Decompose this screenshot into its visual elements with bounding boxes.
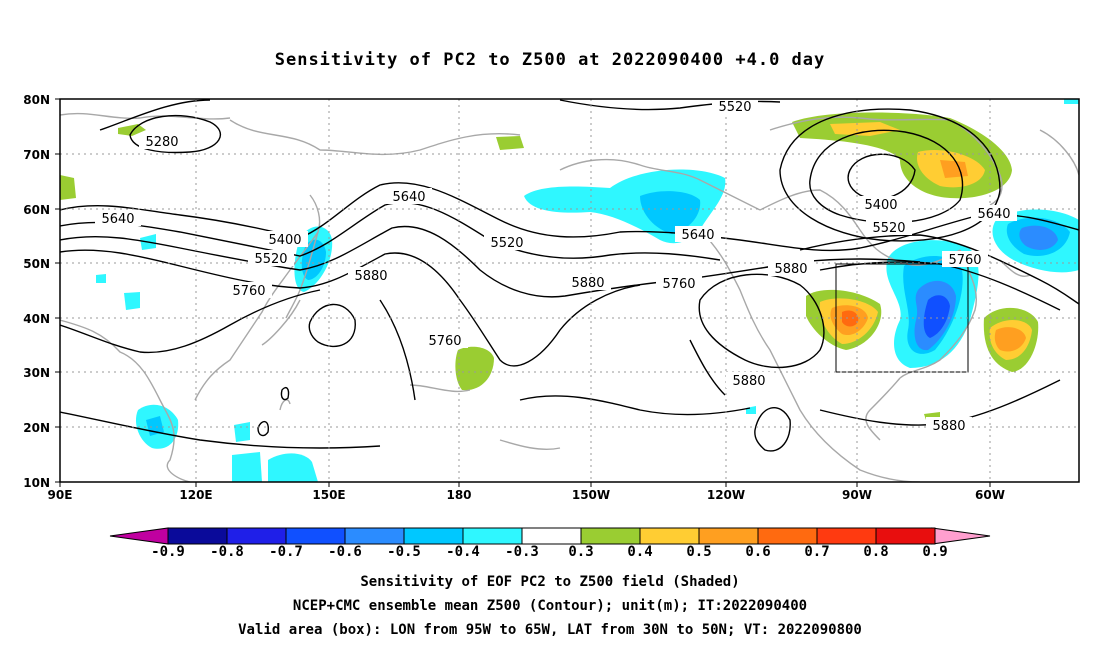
colorbar-segment bbox=[344, 527, 405, 545]
contour-label: 5880 bbox=[571, 276, 604, 291]
lon-label: 90W bbox=[842, 488, 872, 502]
contour-label: 5760 bbox=[948, 253, 981, 268]
colorbar: -0.9 -0.8 -0.7 -0.6 -0.5 -0.4 -0.3 0.3 0… bbox=[109, 527, 991, 560]
contour-label: 5520 bbox=[718, 100, 751, 115]
chart-title: Sensitivity of PC2 to Z500 at 2022090400… bbox=[274, 50, 826, 70]
contour-label: 5280 bbox=[145, 135, 178, 150]
shade-yellow-arctic1 bbox=[830, 122, 900, 136]
colorbar-segment bbox=[639, 527, 700, 545]
colorbar-segment bbox=[462, 527, 523, 545]
contour-label: 5520 bbox=[490, 236, 523, 251]
shade-cyan-small3 bbox=[124, 292, 140, 310]
shade-cyan-ph bbox=[234, 422, 250, 442]
lon-label: 180 bbox=[446, 488, 471, 502]
colorbar-segment bbox=[285, 527, 346, 545]
colorbar-label: -0.8 bbox=[210, 544, 244, 560]
contour-label: 5760 bbox=[428, 334, 461, 349]
lat-label: 60N bbox=[23, 203, 50, 217]
shade-cyan-bottom1 bbox=[232, 452, 262, 482]
contour-label: 5880 bbox=[774, 262, 807, 277]
shade-green-pacific bbox=[455, 346, 494, 391]
contour-label: 5400 bbox=[864, 198, 897, 213]
shade-cyan-bottom2 bbox=[268, 453, 318, 482]
colorbar-high-end bbox=[931, 527, 991, 545]
caption-line-2: NCEP+CMC ensemble mean Z500 (Contour); u… bbox=[292, 598, 808, 614]
colorbar-label: -0.7 bbox=[269, 544, 303, 560]
lat-label: 70N bbox=[23, 148, 50, 162]
lat-label: 80N bbox=[23, 93, 50, 107]
caption-line-1: Sensitivity of EOF PC2 to Z500 field (Sh… bbox=[360, 574, 740, 590]
colorbar-label: -0.9 bbox=[151, 544, 185, 560]
contour-label: 5760 bbox=[232, 284, 265, 299]
lat-label: 40N bbox=[23, 312, 50, 326]
contour-label: 5760 bbox=[662, 277, 695, 292]
colorbar-label: 0.8 bbox=[863, 544, 888, 560]
colorbar-label: -0.6 bbox=[328, 544, 362, 560]
shade-green-arctic bbox=[496, 136, 524, 150]
shade-red-gl bbox=[842, 310, 859, 327]
lon-label: 120E bbox=[179, 488, 212, 502]
caption-line-3: Valid area (box): LON from 95W to 65W, L… bbox=[238, 622, 862, 638]
lon-label: 150W bbox=[572, 488, 610, 502]
colorbar-label: 0.9 bbox=[922, 544, 947, 560]
shade-darkblue-ena bbox=[923, 295, 950, 338]
contour-label: 5640 bbox=[392, 190, 425, 205]
lon-axis: 90E 120E 150E 180 150W 120W 90W 60W bbox=[48, 488, 1005, 502]
contour-label: 5640 bbox=[681, 228, 714, 243]
lat-label: 30N bbox=[23, 366, 50, 380]
contour-label: 5640 bbox=[101, 212, 134, 227]
contour-labels: 5280 5520 5640 5400 5520 5760 5640 5520 … bbox=[95, 99, 1017, 434]
contour-label: 5880 bbox=[932, 419, 965, 434]
lat-axis: 80N 70N 60N 50N 40N 30N 20N 10N bbox=[23, 93, 50, 490]
colorbar-segment bbox=[816, 527, 877, 545]
contour-label: 5640 bbox=[977, 207, 1010, 222]
lat-label: 10N bbox=[23, 476, 50, 490]
colorbar-label: 0.3 bbox=[568, 544, 593, 560]
lon-label: 90E bbox=[48, 488, 73, 502]
shade-cyan-japan-inner bbox=[301, 239, 326, 280]
axis-ticks bbox=[55, 98, 991, 487]
map-frame bbox=[59, 98, 1080, 483]
colorbar-label: 0.7 bbox=[804, 544, 829, 560]
shade-blue-atl bbox=[1019, 225, 1058, 250]
shade-cyan-npac-inner bbox=[640, 191, 701, 234]
lat-label: 50N bbox=[23, 257, 50, 271]
lon-label: 150E bbox=[312, 488, 345, 502]
lon-label: 120W bbox=[707, 488, 745, 502]
z500-contours bbox=[60, 99, 1079, 452]
colorbar-segment bbox=[403, 527, 464, 545]
colorbar-label: -0.5 bbox=[387, 544, 421, 560]
colorbar-segment bbox=[698, 527, 759, 545]
contour-label: 5880 bbox=[732, 374, 765, 389]
shade-green-far-left bbox=[60, 175, 76, 200]
colorbar-segments bbox=[167, 527, 936, 545]
colorbar-label: 0.5 bbox=[686, 544, 711, 560]
gridlines bbox=[60, 99, 1079, 482]
shade-orange-atl2 bbox=[994, 327, 1026, 352]
colorbar-segment bbox=[226, 527, 287, 545]
colorbar-label: 0.6 bbox=[745, 544, 770, 560]
contour-label: 5400 bbox=[268, 233, 301, 248]
lat-label: 20N bbox=[23, 421, 50, 435]
colorbar-segment bbox=[521, 527, 582, 545]
contour-label: 5520 bbox=[254, 252, 287, 267]
colorbar-segment bbox=[580, 527, 641, 545]
colorbar-low-end bbox=[109, 527, 169, 545]
colorbar-segment bbox=[757, 527, 818, 545]
colorbar-segment bbox=[167, 527, 228, 545]
colorbar-labels: -0.9 -0.8 -0.7 -0.6 -0.5 -0.4 -0.3 0.3 0… bbox=[151, 544, 948, 560]
contour-label: 5520 bbox=[872, 221, 905, 236]
colorbar-label: 0.4 bbox=[627, 544, 652, 560]
lon-label: 60W bbox=[975, 488, 1005, 502]
shade-cyan-npoint bbox=[1064, 99, 1079, 104]
contour-label: 5880 bbox=[354, 269, 387, 284]
colorbar-label: -0.4 bbox=[446, 544, 480, 560]
colorbar-label: -0.3 bbox=[505, 544, 539, 560]
shade-cyan-small2 bbox=[96, 274, 106, 283]
colorbar-segment bbox=[875, 527, 936, 545]
